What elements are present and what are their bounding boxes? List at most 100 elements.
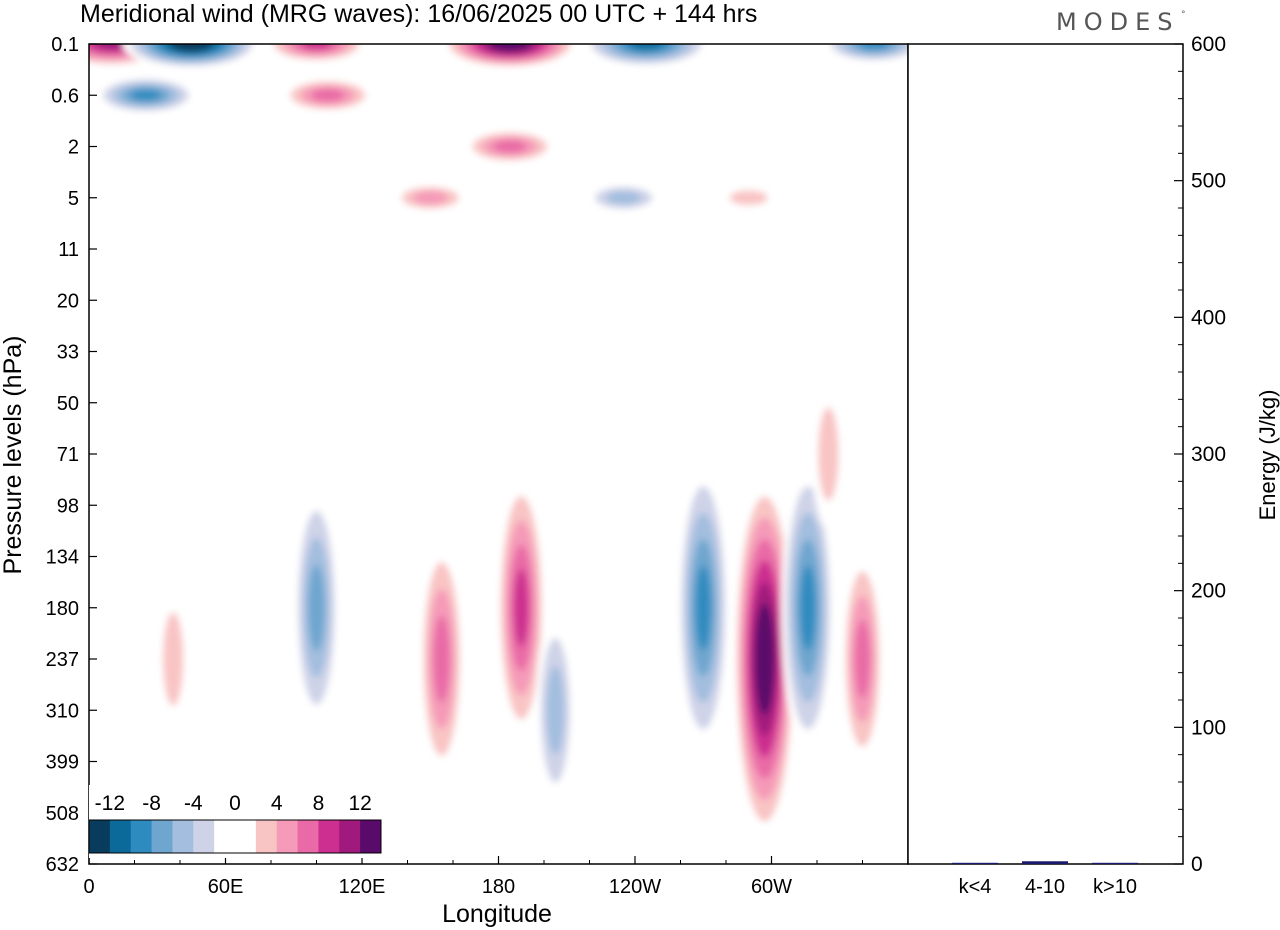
- colorbar-cell: [214, 820, 236, 853]
- colorbar-cell: [339, 820, 361, 853]
- wind-anomaly-cell: [821, 44, 908, 63]
- wind-anomaly-cell: [535, 610, 576, 811]
- colorbar-label: -8: [142, 792, 161, 815]
- x-tick-label: 180: [482, 876, 515, 898]
- wind-anomaly-cell: [840, 547, 885, 771]
- wind-contour: [514, 568, 529, 647]
- colorbar-cell: [151, 820, 173, 853]
- y-tick-label: 98: [57, 495, 79, 517]
- y-tick-label: 0.1: [51, 34, 79, 56]
- colorbar-cell: [235, 820, 257, 853]
- y-tick-label: 508: [46, 803, 79, 825]
- wind-anomaly-cell: [781, 459, 835, 756]
- energy-category-label: k>10: [1093, 876, 1137, 898]
- wind-anomaly-cell: [122, 44, 261, 69]
- wind-contour: [433, 615, 450, 703]
- wind-anomaly-cell: [496, 471, 547, 744]
- wind-contour: [606, 191, 642, 205]
- energy-tick-label: 100: [1191, 716, 1226, 739]
- wind-contour: [178, 44, 205, 49]
- y-tick-label: 310: [46, 700, 79, 722]
- wind-anomaly-cell: [581, 44, 711, 68]
- colorbar-cell: [318, 820, 340, 853]
- wind-contour: [729, 190, 768, 206]
- y-tick-label: 50: [57, 393, 79, 415]
- wind-contour: [96, 44, 128, 50]
- wind-contour: [818, 407, 839, 501]
- x-tick-label: 60W: [751, 876, 792, 898]
- y-axis-label: Pressure levels (hPa): [0, 336, 27, 575]
- colorbar-label: 12: [348, 792, 371, 815]
- colorbar-frame: [88, 819, 382, 854]
- wind-contour: [800, 565, 816, 651]
- wind-anomaly-cell: [280, 77, 376, 113]
- wind-contour: [412, 191, 448, 205]
- wind-contour: [497, 44, 523, 49]
- colorbar-cell: [276, 820, 298, 853]
- energy-tick-label: 0: [1191, 853, 1203, 876]
- wind-anomaly-cell: [732, 475, 797, 843]
- colorbar-label: -12: [95, 792, 125, 815]
- heatmap-plot: 0 60E 120E 180 120W 60W 0.1 0.6 2 5 11 20 33 50 71 98 1…: [0, 34, 909, 928]
- energy-bar-plot: 0 100 200 300 400 500 600 k<4 4-10 k>10 Energy (…: [907, 33, 1280, 898]
- colorbar-label: -4: [184, 792, 203, 815]
- y-tick-label: 33: [57, 342, 79, 364]
- colorbar: -12 -8 -4 0 4 8 12: [88, 785, 383, 858]
- energy-bar: [1022, 861, 1068, 864]
- energy-tick-label: 600: [1191, 33, 1226, 56]
- colorbar-label: 0: [229, 792, 241, 815]
- energy-tick-label: 300: [1191, 443, 1226, 466]
- colorbar-label: 8: [313, 792, 325, 815]
- wind-contour: [758, 624, 771, 694]
- wind-contour: [311, 89, 345, 102]
- colorbar-cell: [297, 820, 319, 853]
- y-tick-label: 11: [58, 239, 79, 261]
- wind-anomaly-cell: [462, 128, 558, 165]
- colorbar-cell: [360, 820, 382, 853]
- wind-contour: [162, 612, 184, 706]
- energy-tick-label: 400: [1191, 306, 1226, 329]
- wind-anomaly-cell: [156, 583, 190, 735]
- y-tick-label: 632: [46, 854, 79, 876]
- wind-contour: [493, 140, 527, 153]
- y-tick-label: 0.6: [51, 85, 79, 107]
- brand-mark: °: [1181, 10, 1186, 20]
- chart-title: Meridional wind (MRG waves): 16/06/2025 …: [80, 0, 757, 28]
- x-tick-label: 60E: [208, 876, 244, 898]
- wind-contour: [130, 89, 161, 101]
- wind-anomaly-cell: [293, 483, 340, 732]
- energy-category-label: k<4: [959, 876, 992, 898]
- x-tick-label: 120E: [339, 876, 386, 898]
- wind-anomaly-cell: [584, 182, 664, 213]
- colorbar-cell: [89, 820, 111, 853]
- energy-tick-label: 200: [1191, 580, 1226, 603]
- wind-anomaly-cell: [418, 535, 465, 783]
- brand-logo: MODES: [1056, 8, 1180, 36]
- colorbar-cell: [109, 820, 132, 853]
- colorbar-cell: [193, 820, 215, 853]
- y-tick-label: 2: [68, 137, 79, 159]
- wind-contour: [546, 665, 565, 755]
- wind-contour: [301, 44, 332, 50]
- wind-anomaly-cell: [390, 182, 470, 213]
- y-tick-label: 399: [46, 752, 79, 774]
- x-tick-label: 0: [83, 876, 94, 898]
- colorbar-cell: [130, 820, 152, 853]
- x-axis-label: Longitude: [442, 900, 552, 928]
- energy-axis-label: Energy (J/kg): [1255, 390, 1280, 521]
- wind-anomaly-cell: [717, 185, 780, 210]
- wind-contour: [630, 44, 663, 50]
- y-tick-label: 134: [46, 547, 79, 569]
- wind-contour: [308, 564, 325, 651]
- energy-bar: [1092, 862, 1138, 864]
- wind-contour: [695, 565, 711, 651]
- wind-anomaly-cell: [264, 44, 369, 63]
- y-tick-label: 237: [46, 649, 79, 671]
- energy-bar: [952, 862, 998, 864]
- y-tick-label: 5: [68, 188, 79, 210]
- wind-anomaly-cell: [441, 44, 579, 69]
- energy-tick-label: 500: [1191, 170, 1226, 193]
- energy-category-label: 4-10: [1025, 876, 1065, 898]
- energy-frame: [907, 43, 1184, 865]
